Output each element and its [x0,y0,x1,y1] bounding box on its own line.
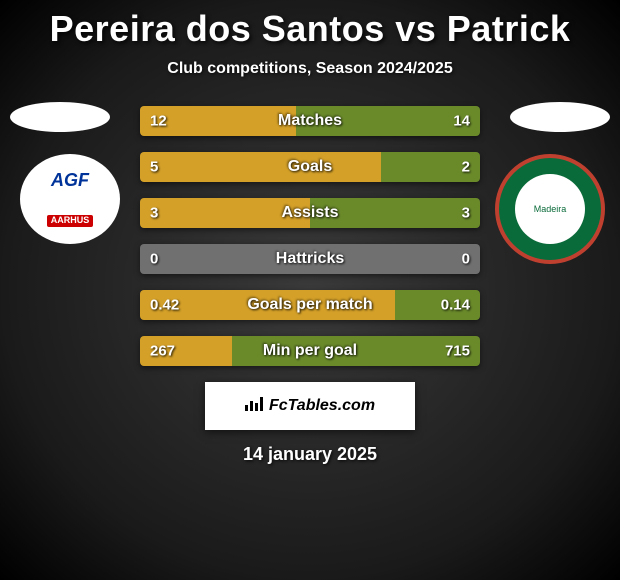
stat-row: 12 14 Matches [140,106,480,136]
stat-value-right: 2 [462,159,470,176]
stat-value-right: 0 [462,251,470,268]
club-badge-left-text: AGF AARHUS [47,171,94,227]
subtitle: Club competitions, Season 2024/2025 [0,60,620,78]
stat-row: 0.42 0.14 Goals per match [140,290,480,320]
comparison-chart: AGF AARHUS Madeira 12 14 Matches 5 2 Goals 3 3 A… [0,106,620,366]
source-label: FcTables.com [269,397,375,415]
club-badge-left: AGF AARHUS [20,154,120,244]
stat-value-right: 3 [462,205,470,222]
club-badge-right-text: Madeira [515,174,585,244]
stat-value-left: 267 [150,343,175,360]
club-badge-right: Madeira [495,154,605,264]
chart-icon [245,397,263,416]
stat-label: Matches [278,112,342,130]
stat-label: Hattricks [276,250,344,268]
stat-value-left: 3 [150,205,158,222]
stat-value-left: 12 [150,113,167,130]
source-box: FcTables.com [205,382,415,430]
stat-row: 3 3 Assists [140,198,480,228]
date-label: 14 january 2025 [0,444,620,465]
stat-value-left: 0.42 [150,297,179,314]
stat-label: Goals [288,158,332,176]
stat-label: Min per goal [263,342,357,360]
stat-value-left: 5 [150,159,158,176]
stat-value-left: 0 [150,251,158,268]
stat-row: 0 0 Hattricks [140,244,480,274]
ellipse-decor-right [510,102,610,132]
stat-row: 5 2 Goals [140,152,480,182]
page-title: Pereira dos Santos vs Patrick [0,0,620,50]
stat-label: Assists [282,204,339,222]
stat-value-right: 715 [445,343,470,360]
stat-value-right: 14 [453,113,470,130]
stat-bars-container: 12 14 Matches 5 2 Goals 3 3 Assists 0 0 Hattricks 0.… [140,106,480,366]
stat-row: 267 715 Min per goal [140,336,480,366]
stat-label: Goals per match [247,296,372,314]
stat-value-right: 0.14 [441,297,470,314]
ellipse-decor-left [10,102,110,132]
